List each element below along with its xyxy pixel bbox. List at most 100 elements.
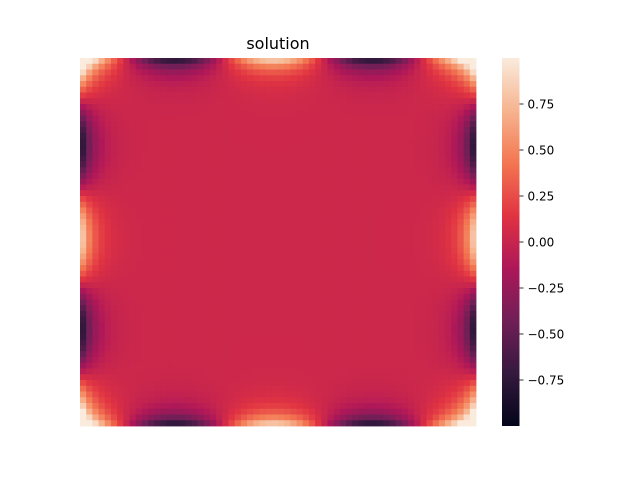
- heatmap-cell: [339, 420, 347, 427]
- heatmap-cell: [253, 282, 260, 289]
- heatmap-cell: [370, 253, 378, 260]
- heatmap-cell: [383, 408, 390, 415]
- heatmap-cell: [296, 293, 304, 300]
- heatmap-cell: [315, 265, 322, 272]
- heatmap-cell: [104, 259, 112, 266]
- heatmap-cell: [86, 196, 93, 203]
- heatmap-cell: [395, 420, 403, 427]
- heatmap-cell: [117, 104, 124, 111]
- heatmap-cell: [451, 328, 458, 335]
- heatmap-cell: [451, 380, 458, 387]
- heatmap-cell: [160, 155, 168, 162]
- heatmap-cell: [104, 380, 112, 387]
- heatmap-cell: [315, 270, 322, 277]
- heatmap-cell: [426, 213, 434, 220]
- heatmap-cell: [104, 104, 112, 111]
- heatmap-cell: [98, 276, 106, 283]
- heatmap-cell: [377, 109, 384, 116]
- heatmap-cell: [129, 104, 137, 111]
- heatmap-cell: [438, 207, 446, 214]
- heatmap-cell: [247, 109, 254, 116]
- heatmap-cell: [271, 374, 279, 381]
- heatmap-cell: [333, 213, 341, 220]
- heatmap-cell: [154, 207, 161, 214]
- heatmap-cell: [308, 380, 316, 387]
- heatmap-cell: [179, 63, 186, 70]
- heatmap-cell: [457, 397, 465, 404]
- heatmap-cell: [395, 247, 403, 254]
- heatmap-cell: [426, 391, 434, 398]
- heatmap-cell: [92, 144, 99, 151]
- heatmap-cell: [203, 242, 211, 249]
- heatmap-cell: [358, 408, 366, 415]
- heatmap-cell: [86, 293, 93, 300]
- heatmap-cell: [247, 305, 254, 312]
- heatmap-cell: [228, 288, 236, 295]
- heatmap-cell: [92, 92, 99, 99]
- heatmap-cell: [240, 242, 248, 249]
- heatmap-cell: [302, 374, 310, 381]
- heatmap-cell: [166, 63, 174, 70]
- heatmap-cell: [352, 115, 359, 122]
- heatmap-cell: [172, 138, 180, 145]
- heatmap-cell: [457, 207, 465, 214]
- heatmap-cell: [141, 357, 149, 364]
- heatmap-cell: [228, 144, 236, 151]
- heatmap-cell: [92, 357, 99, 364]
- heatmap-cell: [98, 265, 106, 272]
- heatmap-cell: [469, 92, 477, 99]
- heatmap-cell: [160, 219, 168, 226]
- heatmap-cell: [80, 138, 87, 145]
- heatmap-cell: [117, 201, 124, 208]
- heatmap-cell: [358, 362, 366, 369]
- heatmap-cell: [160, 69, 168, 76]
- heatmap-cell: [290, 150, 297, 157]
- heatmap-cell: [278, 282, 285, 289]
- heatmap-cell: [333, 219, 341, 226]
- heatmap-cell: [457, 322, 465, 329]
- heatmap-cell: [407, 132, 415, 139]
- heatmap-cell: [339, 104, 347, 111]
- heatmap-cell: [253, 397, 260, 404]
- heatmap-cell: [364, 121, 372, 128]
- heatmap-cell: [203, 397, 211, 404]
- heatmap-cell: [104, 127, 112, 134]
- heatmap-cell: [284, 207, 291, 214]
- heatmap-cell: [377, 334, 384, 341]
- heatmap-cell: [154, 92, 161, 99]
- heatmap-cell: [166, 98, 174, 105]
- heatmap-cell: [80, 115, 87, 122]
- heatmap-cell: [110, 58, 118, 65]
- heatmap-cell: [278, 167, 285, 174]
- heatmap-cell: [278, 276, 285, 283]
- heatmap-cell: [265, 414, 273, 421]
- heatmap-cell: [296, 109, 304, 116]
- heatmap-cell: [284, 293, 291, 300]
- heatmap-cell: [197, 414, 205, 421]
- heatmap-cell: [358, 288, 366, 295]
- heatmap-cell: [228, 109, 236, 116]
- heatmap-cell: [296, 328, 304, 335]
- heatmap-cell: [216, 104, 223, 111]
- heatmap-cell: [401, 270, 409, 277]
- heatmap-cell: [346, 391, 353, 398]
- heatmap-cell: [290, 305, 297, 312]
- heatmap-cell: [166, 380, 174, 387]
- heatmap-cell: [315, 322, 322, 329]
- heatmap-cell: [432, 161, 440, 168]
- heatmap-cell: [426, 236, 434, 243]
- heatmap-cell: [110, 86, 118, 93]
- heatmap-cell: [80, 345, 87, 352]
- heatmap-cell: [358, 138, 366, 145]
- heatmap-cell: [191, 161, 198, 168]
- heatmap-cell: [110, 190, 118, 197]
- heatmap-cell: [308, 132, 316, 139]
- heatmap-cell: [370, 380, 378, 387]
- heatmap-cell: [240, 98, 248, 105]
- heatmap-cell: [179, 127, 186, 134]
- heatmap-cell: [327, 276, 335, 283]
- heatmap-cell: [166, 316, 174, 323]
- heatmap-cell: [296, 299, 304, 306]
- heatmap-cell: [407, 121, 415, 128]
- heatmap-cell: [445, 362, 452, 369]
